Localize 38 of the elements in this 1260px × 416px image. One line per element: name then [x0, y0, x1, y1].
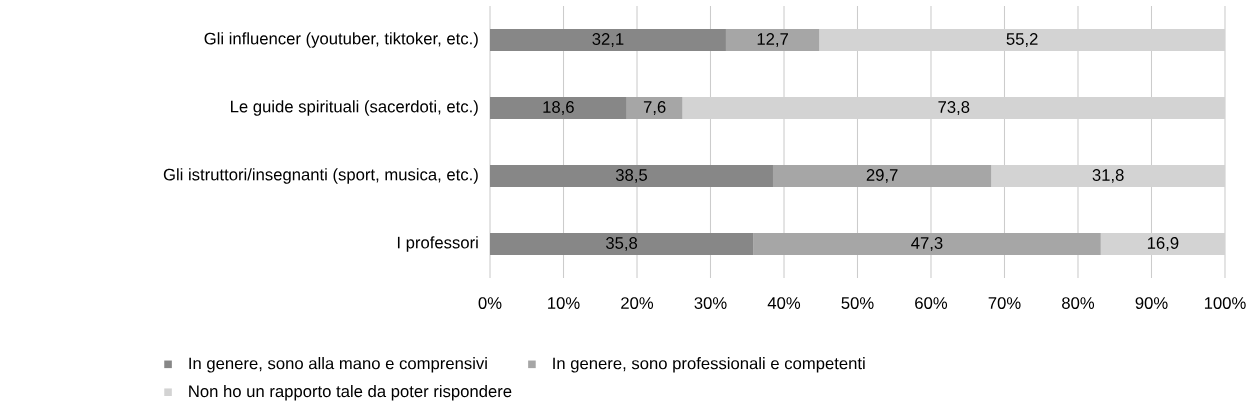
legend-label: In genere, sono alla mano e comprensivi	[189, 357, 487, 373]
bar	[490, 232, 754, 255]
data-label: 12,7	[757, 33, 788, 47]
x-tick-label: 70%	[988, 297, 1021, 309]
x-tick-label: 30%	[694, 297, 727, 309]
x-tick-label: 20%	[621, 297, 654, 309]
legend-label: In genere, sono professionali e competenti	[553, 357, 865, 373]
data-label: 31,8	[1092, 169, 1124, 183]
y-tick-label: Gli istruttori/insegnanti (sport, musica, etc.)	[163, 168, 478, 184]
data-label: 47,3	[911, 237, 943, 251]
data-label: 32,1	[592, 33, 624, 47]
data-label: 16,9	[1147, 237, 1179, 251]
data-label: 35,8	[605, 237, 638, 251]
bar	[490, 97, 627, 119]
data-label: 38,5	[615, 169, 648, 183]
x-tick-label: 40%	[767, 297, 801, 309]
y-tick-label: Gli influencer (youtuber, tiktoker, etc.)	[204, 32, 478, 48]
x-tick-label: 0%	[478, 297, 502, 309]
x-tick-label: 50%	[841, 297, 874, 309]
legend-label: Non ho un rapporto tale da poter rispondere	[189, 384, 512, 401]
x-tick-label: 90%	[1135, 297, 1168, 309]
x-tick-label: 100%	[1204, 297, 1246, 309]
x-tick-label: 60%	[915, 297, 948, 309]
data-label: 29,7	[866, 169, 898, 183]
data-label: 73,8	[938, 101, 970, 115]
bar	[490, 164, 773, 187]
bar	[753, 232, 1101, 255]
data-label: 55,2	[1006, 33, 1038, 47]
bar	[490, 29, 726, 51]
x-tick-label: 80%	[1062, 297, 1095, 309]
data-label: 18,6	[543, 101, 574, 115]
y-tick-label: I professori	[397, 236, 478, 252]
x-tick-label: 10%	[548, 297, 580, 309]
bar	[626, 97, 683, 119]
bar	[725, 29, 820, 51]
y-tick-label: Le guide spirituali (sacerdoti, etc.)	[231, 100, 478, 116]
data-label: 7,6	[643, 101, 666, 115]
bar	[772, 164, 992, 187]
